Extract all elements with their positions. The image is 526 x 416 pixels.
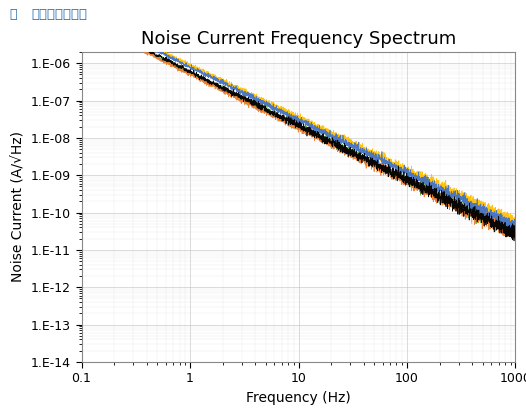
X-axis label: Frequency (Hz): Frequency (Hz) <box>246 391 351 405</box>
Y-axis label: Noise Current (A/√Hz): Noise Current (A/√Hz) <box>11 131 25 282</box>
Text: 噪声电流频谱图: 噪声电流频谱图 <box>32 8 87 21</box>
Text: 📈: 📈 <box>9 8 17 21</box>
Title: Noise Current Frequency Spectrum: Noise Current Frequency Spectrum <box>141 30 456 48</box>
